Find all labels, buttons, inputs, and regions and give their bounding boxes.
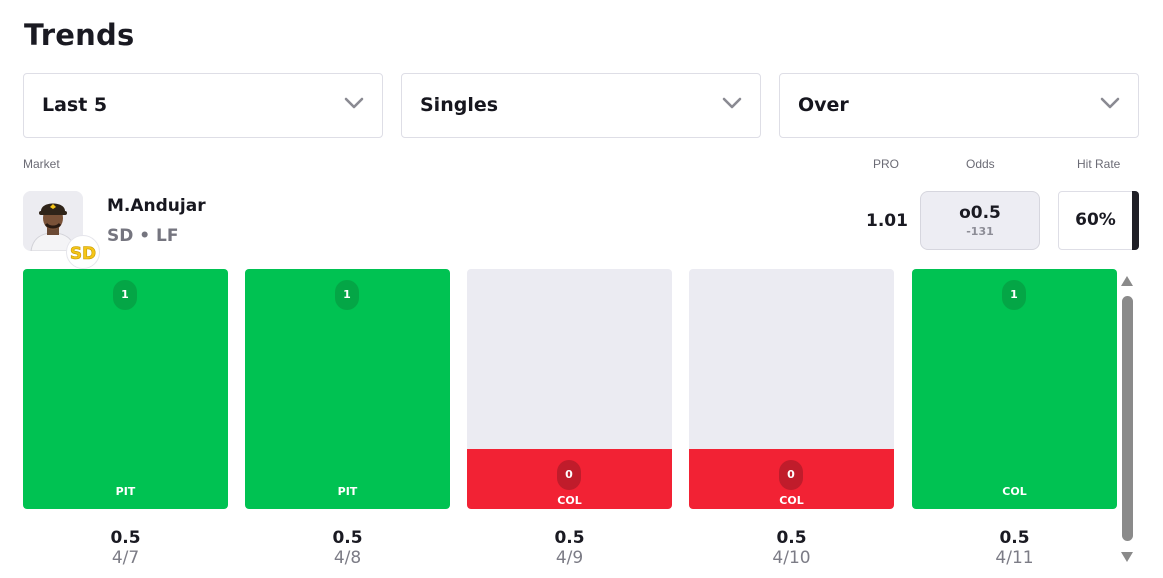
odds-price: -131	[966, 225, 994, 238]
chevron-down-icon	[344, 97, 364, 109]
game-line: 0.5	[999, 528, 1030, 548]
market-type-dropdown[interactable]: Singles	[401, 73, 761, 138]
game-date: 4/9	[555, 548, 584, 568]
side-dropdown-label: Over	[798, 94, 849, 116]
game-opponent: COL	[1002, 485, 1027, 498]
game-result-badge: 1	[113, 280, 137, 310]
chevron-down-icon	[722, 97, 742, 109]
game-card[interactable]: 1 PIT	[245, 269, 450, 509]
player-name: M.Andujar	[107, 196, 206, 216]
period-dropdown-label: Last 5	[42, 94, 108, 116]
game-date: 4/11	[995, 548, 1034, 568]
header-hit-rate: Hit Rate	[1077, 157, 1121, 171]
header-odds: Odds	[966, 157, 995, 171]
hit-rate-box: 60%	[1058, 191, 1139, 250]
player-headshot	[23, 191, 83, 251]
market-type-dropdown-label: Singles	[420, 94, 499, 116]
game-opponent: COL	[557, 494, 582, 507]
game-opponent: COL	[779, 494, 804, 507]
player-team-position: SD • LF	[107, 226, 179, 246]
hit-rate-value: 60%	[1075, 210, 1116, 230]
game-line: 0.5	[554, 528, 585, 548]
game-line: 0.5	[776, 528, 807, 548]
game-card[interactable]: 0 COL	[467, 269, 672, 509]
header-market: Market	[23, 157, 60, 171]
game-result-badge: 0	[557, 460, 581, 490]
padres-logo-icon: SD	[66, 235, 100, 269]
game-line: 0.5	[332, 528, 363, 548]
game-result-badge: 1	[335, 280, 359, 310]
pro-value: 1.01	[866, 211, 908, 231]
period-dropdown[interactable]: Last 5	[23, 73, 383, 138]
side-dropdown[interactable]: Over	[779, 73, 1139, 138]
header-pro: PRO	[873, 157, 900, 171]
scroll-down-icon[interactable]	[1119, 550, 1135, 564]
hit-rate-bar	[1132, 191, 1139, 250]
game-result-badge: 1	[1002, 280, 1026, 310]
game-card[interactable]: 1 COL	[912, 269, 1117, 509]
game-opponent: PIT	[337, 485, 358, 498]
game-line: 0.5	[110, 528, 141, 548]
odds-button[interactable]: o0.5 -131	[920, 191, 1040, 250]
padres-logo-lettering: SD	[70, 244, 96, 264]
chevron-down-icon	[1100, 97, 1120, 109]
scroll-up-icon[interactable]	[1119, 274, 1135, 288]
game-date: 4/7	[111, 548, 140, 568]
game-date: 4/10	[772, 548, 811, 568]
game-card[interactable]: 0 COL	[689, 269, 894, 509]
game-result-badge: 0	[779, 460, 803, 490]
odds-line: o0.5	[959, 203, 1001, 223]
scrollbar-thumb[interactable]	[1122, 296, 1133, 541]
page-title: Trends	[24, 18, 135, 52]
game-opponent: PIT	[115, 485, 136, 498]
game-date: 4/8	[333, 548, 362, 568]
game-card[interactable]: 1 PIT	[23, 269, 228, 509]
